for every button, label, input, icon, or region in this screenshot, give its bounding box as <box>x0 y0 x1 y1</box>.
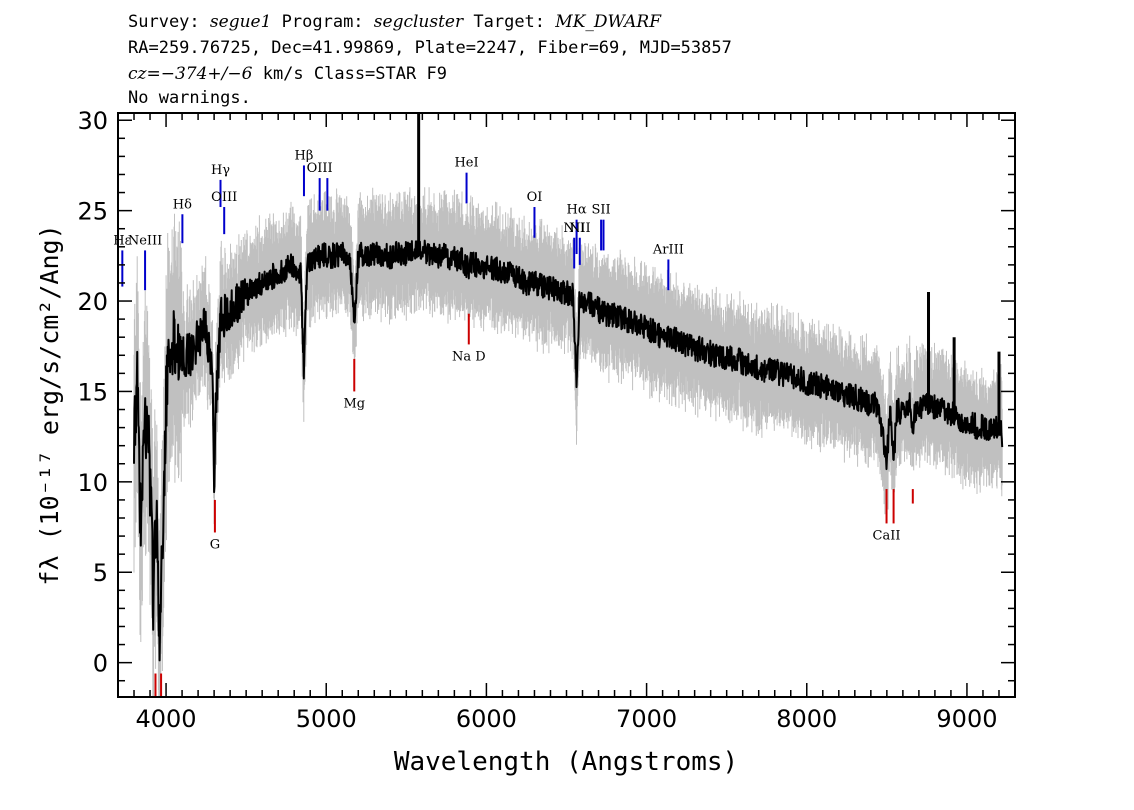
error-band-path <box>133 187 1003 697</box>
flux-line <box>133 239 1004 662</box>
class-value: km/s Class=STAR F9 <box>262 64 447 84</box>
target-value: MK_DWARF <box>555 12 662 32</box>
line-label: SII <box>592 203 611 218</box>
line-label: Hγ <box>211 163 230 178</box>
line-label: OI <box>527 190 543 205</box>
survey-label: Survey: <box>128 12 200 32</box>
flux-series <box>133 113 1004 662</box>
x-axis: 4000 5000 6000 7000 8000 9000 <box>117 113 1016 733</box>
y-tick-label: 0 <box>93 650 108 678</box>
program-label: Program: <box>281 12 364 32</box>
header-line-3: cz=−374+/−6 km/s Class=STAR F9 <box>128 64 447 85</box>
line-label: HeI <box>454 156 478 171</box>
warnings-text: No warnings. <box>128 88 251 108</box>
y-tick-label: 5 <box>93 559 108 587</box>
error-band <box>133 187 1003 697</box>
redshift-value: cz=−374+/−6 <box>128 64 253 84</box>
line-label: NII <box>563 221 585 236</box>
y-axis: 0 5 10 15 20 25 30 <box>77 107 1015 682</box>
x-tick-label: 6000 <box>456 705 517 733</box>
y-axis-label: fλ (10⁻¹⁷ erg/s/cm²/Ang) <box>35 224 64 585</box>
line-label: Mg <box>343 396 365 411</box>
line-label: CaII <box>873 528 901 543</box>
program-value: segcluster <box>373 12 464 32</box>
x-axis-label: Wavelength (Angstroms) <box>394 747 738 777</box>
header-line-2: RA=259.76725, Dec=41.99869, Plate=2247, … <box>128 38 732 58</box>
x-tick-label: 9000 <box>936 705 997 733</box>
target-label: Target: <box>473 12 546 32</box>
x-tick-label: 7000 <box>616 705 677 733</box>
line-label: NII <box>569 221 591 236</box>
y-tick-label: 30 <box>77 107 108 135</box>
line-label: Na D <box>452 349 486 364</box>
line-label: OIII <box>211 190 237 205</box>
x-tick-label: 5000 <box>296 705 357 733</box>
y-tick-label: 25 <box>77 198 108 226</box>
line-label: Hδ <box>173 197 192 212</box>
y-tick-label: 20 <box>77 288 108 316</box>
line-label: Hα <box>567 203 587 218</box>
line-label: ArIII <box>652 242 684 257</box>
x-tick-label: 8000 <box>776 705 837 733</box>
y-tick-label: 10 <box>77 469 108 497</box>
line-label: OIII <box>307 161 333 176</box>
survey-value: segue1 <box>209 12 272 32</box>
x-tick-label: 4000 <box>136 705 197 733</box>
line-label: Hβ <box>295 148 314 163</box>
y-tick-label: 15 <box>77 378 108 406</box>
header-line-1: Survey: segue1 Program: segcluster Targe… <box>128 12 661 33</box>
line-label: NeIII <box>128 233 162 248</box>
line-label: G <box>210 537 220 552</box>
